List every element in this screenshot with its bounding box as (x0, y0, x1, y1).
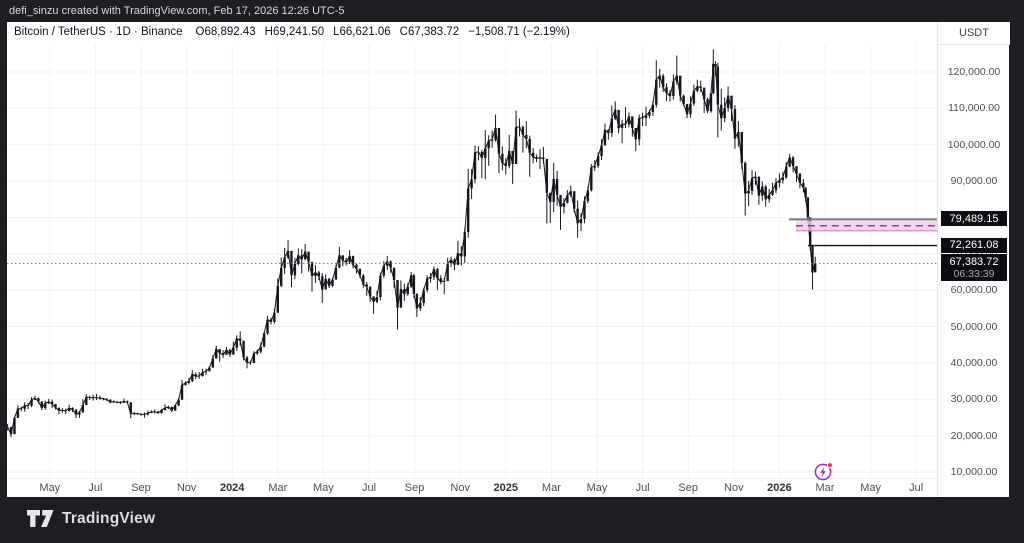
time-axis-month-label: Mar (268, 482, 288, 494)
time-axis-month-label: Mar (815, 482, 835, 494)
last-price-badge: 67,383.72 06:33:39 (941, 254, 1007, 282)
symbol-title[interactable]: Bitcoin / TetherUS · 1D · Binance (14, 26, 183, 38)
time-axis-month-label: Sep (404, 482, 425, 494)
tradingview-logo-text: TradingView (62, 510, 156, 527)
time-axis-month-label: Nov (176, 482, 197, 494)
zone-price-badge: 79,489.15 (941, 211, 1007, 227)
time-axis-month-label: Sep (131, 482, 151, 494)
price-tick-label: 50,000.00 (950, 320, 998, 333)
time-axis-year-label: 2025 (493, 482, 519, 494)
price-tick-label: 120,000.00 (947, 66, 1001, 78)
time-axis-month-label: May (586, 482, 608, 494)
ohlc-close: C67,383.72 (399, 26, 460, 38)
lightning-bolt-icon[interactable] (811, 459, 837, 485)
currency-label: USDT (938, 22, 1010, 45)
time-axis-month-label: Nov (450, 482, 470, 494)
tradingview-logo-icon (27, 510, 54, 527)
chart-panel: Bitcoin / TetherUS · 1D · Binance O68,892… (7, 22, 1010, 498)
time-axis[interactable]: May Jul Sep Nov 2024 Mar May Jul Sep Nov 2025 Mar Ma… (7, 478, 937, 498)
price-tick-label: 110,000.00 (948, 102, 1000, 115)
notification-dot (826, 462, 834, 469)
candlestick-chart[interactable] (7, 22, 1009, 497)
attribution-bar: defi_sinzu created with TradingView.com,… (0, 0, 1024, 22)
tradingview-brand[interactable]: TradingView (27, 510, 155, 528)
price-tick-label: 10,000.00 (950, 466, 998, 478)
symbol-legend: Bitcoin / TetherUS · 1D · Binance O68,892… (14, 26, 579, 38)
attribution-text: defi_sinzu created with TradingView.com,… (9, 5, 345, 17)
bolt-glyph (820, 467, 826, 478)
ohlc-open: O68,892.43 (195, 26, 256, 38)
time-axis-month-label: May (860, 482, 881, 494)
time-axis-month-label: May (39, 482, 61, 494)
price-tick-label: 100,000.00 (947, 138, 1001, 151)
time-axis-month-label: Nov (724, 482, 744, 494)
branding-bar: TradingView (0, 497, 1024, 543)
close-price-path (7, 62, 816, 436)
price-change: −1,508.71 (−2.19%) (468, 26, 570, 38)
time-axis-month-label: May (313, 482, 334, 494)
ray-price-badge: 72,261.08 (941, 237, 1007, 253)
price-tick-label: 30,000.00 (950, 393, 998, 406)
time-axis-month-label: Mar (541, 482, 561, 494)
time-axis-month-label: Jul (635, 482, 650, 494)
ohlc-high: H69,241.50 (264, 26, 325, 38)
time-axis-month-label: Sep (678, 482, 698, 494)
time-axis-year-label: 2024 (219, 482, 245, 494)
lightning-circle (814, 463, 832, 481)
time-axis-month-label: Jul (88, 482, 103, 494)
countdown-timer: 06:33:39 (953, 267, 995, 280)
price-tick-label: 40,000.00 (950, 356, 998, 369)
time-axis-month-label: Jul (361, 482, 377, 494)
time-axis-month-label: Jul (909, 482, 924, 494)
time-axis-year-label: 2026 (767, 482, 792, 494)
ohlc-low: L66,621.06 (333, 26, 391, 38)
price-tick-label: 20,000.00 (950, 429, 998, 442)
supply-zone-band (795, 220, 937, 231)
price-tick-label: 60,000.00 (950, 284, 998, 297)
price-tick-label: 90,000.00 (950, 175, 998, 188)
price-axis[interactable]: USDT 120,000.00 110,000.00 100,000.00 90,00… (937, 22, 1010, 497)
